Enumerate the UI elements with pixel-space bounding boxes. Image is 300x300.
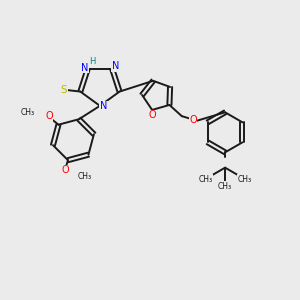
Text: CH₃: CH₃ bbox=[218, 182, 232, 191]
Text: CH₃: CH₃ bbox=[199, 175, 213, 184]
Text: H: H bbox=[89, 57, 95, 66]
Text: O: O bbox=[61, 166, 69, 176]
Text: O: O bbox=[148, 110, 156, 120]
Text: N: N bbox=[81, 63, 88, 73]
Text: O: O bbox=[45, 112, 53, 122]
Text: S: S bbox=[61, 85, 68, 95]
Text: CH₃: CH₃ bbox=[21, 108, 35, 117]
Text: CH₃: CH₃ bbox=[237, 175, 251, 184]
Text: N: N bbox=[100, 101, 107, 111]
Text: N: N bbox=[112, 61, 119, 71]
Text: CH₃: CH₃ bbox=[77, 172, 92, 182]
Text: O: O bbox=[189, 115, 197, 125]
